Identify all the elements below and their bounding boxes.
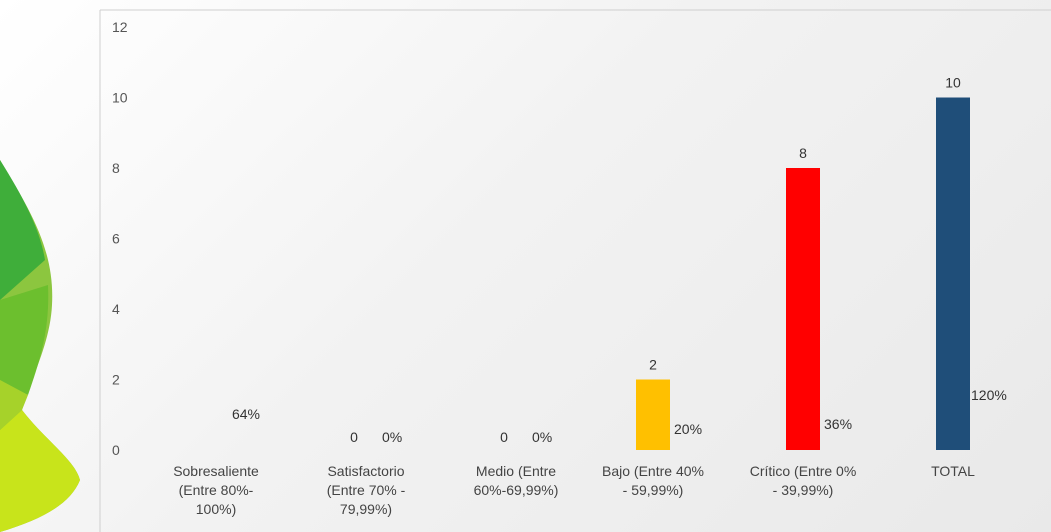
percent-label: 0%: [382, 429, 402, 445]
category-labels: Sobresaliente (Entre 80%- 100%) Satisfactor…: [173, 463, 975, 517]
bar: [786, 168, 820, 450]
category-label: Medio (Entre: [476, 463, 556, 479]
category-label: 100%): [196, 501, 236, 517]
bar: [936, 97, 970, 450]
value-labels: 0 0 2 8 10: [350, 75, 961, 446]
category-label: 79,99%): [340, 501, 392, 517]
category-label: Satisfactorio: [327, 463, 404, 479]
category-label: Bajo (Entre 40%: [602, 463, 704, 479]
y-tick-label: 6: [112, 231, 120, 247]
category-label: TOTAL: [931, 463, 975, 479]
category-label: Sobresaliente: [173, 463, 259, 479]
category-label: - 59,99%): [623, 482, 684, 498]
value-label: 0: [500, 429, 508, 445]
category-label: - 39,99%): [773, 482, 834, 498]
y-tick-label: 2: [112, 372, 120, 388]
value-label: 2: [649, 357, 657, 373]
y-tick-label: 8: [112, 160, 120, 176]
y-axis-ticks: 0 2 4 6 8 10 12: [112, 19, 128, 458]
category-label: 60%-69,99%): [474, 482, 559, 498]
bar: [636, 379, 670, 450]
category-label: (Entre 70% -: [327, 482, 406, 498]
value-label: 8: [799, 145, 807, 161]
percent-label: 20%: [674, 421, 702, 437]
value-label: 10: [945, 75, 961, 91]
value-label: 0: [350, 429, 358, 445]
percent-label: 120%: [971, 387, 1007, 403]
percent-label: 64%: [232, 406, 260, 422]
decorative-green-shape: [0, 160, 80, 532]
percent-label: 0%: [532, 429, 552, 445]
y-tick-label: 0: [112, 442, 120, 458]
y-tick-label: 4: [112, 301, 120, 317]
category-label: Crítico (Entre 0%: [750, 463, 857, 479]
percent-label: 36%: [824, 416, 852, 432]
bars: [636, 97, 970, 450]
percent-labels: 64% 0% 0% 20% 36% 120%: [232, 387, 1007, 445]
y-tick-label: 12: [112, 19, 128, 35]
y-tick-label: 10: [112, 90, 128, 106]
category-label: (Entre 80%-: [179, 482, 254, 498]
